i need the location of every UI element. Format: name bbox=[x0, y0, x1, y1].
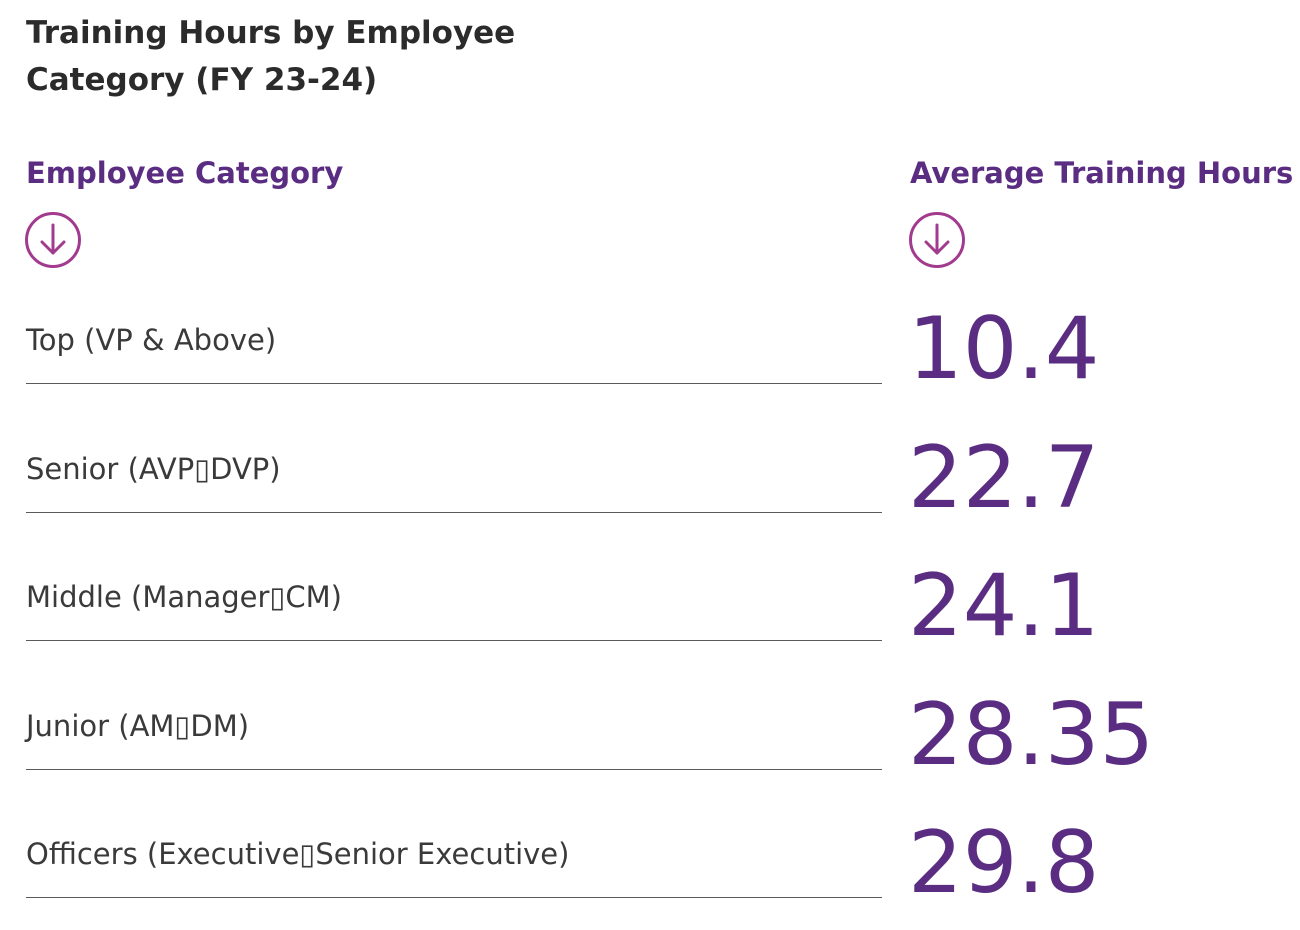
table-row: Junior (AM▯DM) 28.35 bbox=[0, 673, 1300, 802]
table-row: Middle (Manager▯CM) 24.1 bbox=[0, 544, 1300, 673]
row-label-junior: Junior (AM▯DM) bbox=[26, 708, 250, 743]
arrow-down-circle-icon bbox=[909, 212, 965, 268]
table-body: Top (VP & Above) 10.4 Senior (AVP▯DVP) 2… bbox=[0, 287, 1300, 930]
row-divider bbox=[26, 768, 882, 770]
chart-title: Training Hours by Employee Category (FY … bbox=[26, 15, 516, 98]
row-divider bbox=[26, 897, 882, 898]
row-value-top: 10.4 bbox=[908, 299, 1100, 399]
table-row: Top (VP & Above) 10.4 bbox=[0, 287, 1300, 416]
row-value-junior: 28.35 bbox=[908, 684, 1155, 785]
row-value-officers: 29.8 bbox=[908, 813, 1100, 913]
arrow-down-circle-icon bbox=[25, 212, 81, 268]
row-divider bbox=[26, 511, 882, 513]
row-label-top: Top (VP & Above) bbox=[26, 323, 277, 357]
table-row: Senior (AVP▯DVP) 22.7 bbox=[0, 416, 1300, 545]
column-header-average-training-hours: Average Training Hours bbox=[910, 156, 1294, 190]
row-label-middle: Middle (Manager▯CM) bbox=[26, 580, 342, 614]
row-divider bbox=[26, 640, 882, 641]
table-row: Officers (Executive▯Senior Executive) 29… bbox=[0, 801, 1300, 930]
row-label-officers: Officers (Executive▯Senior Executive) bbox=[26, 837, 570, 871]
row-value-middle: 24.1 bbox=[908, 556, 1100, 656]
column-header-employee-category: Employee Category bbox=[26, 156, 344, 190]
row-value-senior: 22.7 bbox=[908, 427, 1100, 528]
row-divider bbox=[26, 383, 882, 384]
row-label-senior: Senior (AVP▯DVP) bbox=[26, 451, 281, 486]
